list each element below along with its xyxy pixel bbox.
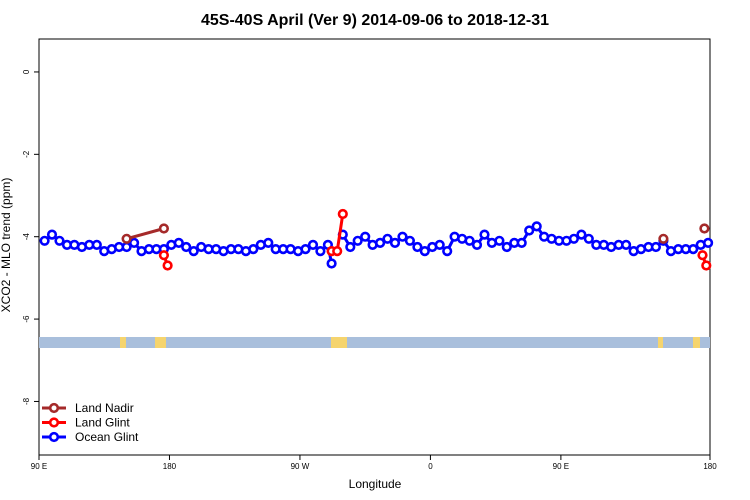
data-point <box>568 233 580 244</box>
data-point <box>442 246 453 257</box>
y-tick-label: 0 <box>22 69 31 74</box>
data-point <box>337 208 348 220</box>
series-ocean-glint <box>39 221 714 269</box>
x-tick-label: 180 <box>703 462 717 471</box>
data-point <box>173 237 184 248</box>
data-point <box>382 233 393 244</box>
data-point <box>650 241 662 253</box>
data-point <box>434 239 445 250</box>
data-point <box>516 237 527 248</box>
data-point <box>501 241 512 253</box>
data-point <box>345 241 356 253</box>
y-tick-label: -4 <box>22 233 31 241</box>
legend-label: Land Glint <box>75 416 130 430</box>
y-axis-label: XCO2 - MLO trend (ppm) <box>0 178 13 313</box>
data-point <box>158 250 169 261</box>
data-point <box>91 239 102 250</box>
land-patch <box>658 337 663 348</box>
legend-marker <box>48 417 60 428</box>
data-point <box>248 244 259 255</box>
data-point <box>620 239 632 250</box>
x-tick-label: 90 E <box>553 462 569 471</box>
surface-band <box>39 337 710 348</box>
data-point <box>531 221 542 232</box>
x-tick-label: 0 <box>428 462 433 471</box>
data-point <box>494 235 505 246</box>
x-axis: 90 E 180 90 W 0 90 E 180 <box>31 455 717 471</box>
data-point <box>412 241 423 253</box>
land-patch <box>331 337 347 348</box>
data-point <box>332 246 343 257</box>
data-point <box>419 246 430 257</box>
land-patch <box>120 337 126 348</box>
x-tick-label: 90 E <box>31 462 47 471</box>
data-point <box>121 233 132 244</box>
data-point <box>46 229 58 240</box>
legend-label: Ocean Glint <box>75 430 139 444</box>
series-line <box>126 227 165 241</box>
data-point <box>39 235 50 246</box>
plot-area <box>39 208 714 271</box>
data-point <box>583 233 594 244</box>
ocean-band <box>39 337 710 348</box>
x-tick-label: 180 <box>163 462 177 471</box>
y-axis: 0 -2 -4 -6 -8 <box>22 69 39 405</box>
data-point <box>158 223 169 234</box>
data-point <box>181 241 192 253</box>
data-point <box>702 237 714 248</box>
data-point <box>524 225 535 236</box>
data-point <box>360 231 371 242</box>
data-point <box>375 237 386 248</box>
chart-title: 45S-40S April (Ver 9) 2014-09-06 to 2018… <box>201 12 549 29</box>
series-line <box>331 213 345 253</box>
data-point <box>188 246 199 257</box>
data-point <box>54 235 65 246</box>
x-axis-label: Longitude <box>349 477 402 491</box>
data-point <box>701 260 712 271</box>
data-point <box>352 235 363 246</box>
data-point <box>697 250 708 261</box>
data-point <box>162 260 173 271</box>
data-point <box>397 231 408 242</box>
series-land-glint <box>158 208 712 271</box>
data-point <box>699 223 710 234</box>
legend-label: Land Nadir <box>75 401 134 415</box>
series-land-nadir <box>121 223 710 244</box>
data-point <box>389 237 401 248</box>
legend-marker <box>48 402 60 414</box>
y-tick-label: -8 <box>22 397 31 405</box>
data-point <box>479 229 490 240</box>
x-tick-label: 90 W <box>291 462 310 471</box>
data-point <box>688 244 699 255</box>
land-patch <box>693 337 700 348</box>
legend-marker <box>48 431 60 443</box>
data-point <box>404 235 416 246</box>
data-point <box>307 239 319 250</box>
data-point <box>300 244 311 255</box>
data-point <box>658 233 669 244</box>
data-point <box>326 258 337 269</box>
data-point <box>464 235 475 246</box>
land-patch <box>155 337 166 348</box>
data-point <box>129 237 140 248</box>
data-point <box>471 239 483 250</box>
data-point <box>263 237 274 248</box>
y-tick-label: -6 <box>22 315 31 323</box>
data-point <box>315 246 326 257</box>
data-point <box>576 229 587 240</box>
y-tick-label: -2 <box>22 150 31 158</box>
